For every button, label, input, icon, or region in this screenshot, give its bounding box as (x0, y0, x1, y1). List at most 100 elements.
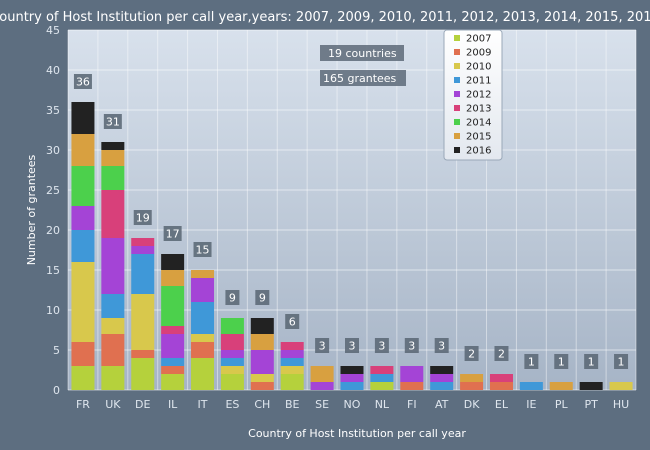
bar-segment-CH-2016 (250, 318, 274, 334)
svg-text:2011: 2011 (466, 76, 491, 87)
bar-segment-AT-2012 (430, 374, 454, 382)
bar-segment-IL-2016 (161, 254, 185, 270)
svg-text:2007: 2007 (466, 34, 491, 45)
bar-segment-HU-2010 (609, 382, 633, 390)
bar-segment-BE-2007 (280, 374, 304, 390)
bar-total-label-NO: 3 (345, 338, 359, 353)
svg-text:3: 3 (319, 340, 326, 353)
x-tick-label-NO: NO (344, 398, 361, 411)
bar-segment-IT-2012 (191, 278, 215, 302)
bar-segment-FR-2014 (71, 166, 95, 206)
x-tick-label-EL: EL (495, 398, 509, 411)
x-tick-label-CH: CH (254, 398, 270, 411)
bar-segment-UK-2013 (101, 190, 125, 238)
svg-text:2015: 2015 (466, 132, 491, 143)
bar-segment-CH-2012 (250, 350, 274, 374)
bar-segment-NL-2013 (370, 366, 394, 374)
x-tick-label-ES: ES (225, 398, 239, 411)
bar-segment-AT-2016 (430, 366, 454, 374)
bar-segment-FR-2007 (71, 366, 95, 390)
bar-segment-SE-2012 (310, 382, 334, 390)
bar-total-label-EL: 2 (494, 346, 509, 361)
svg-text:17: 17 (166, 228, 180, 241)
bar-segment-UK-2007 (101, 366, 125, 390)
bar-segment-IL-2009 (161, 366, 185, 374)
svg-text:1: 1 (618, 356, 625, 369)
bar-segment-DE-2013 (131, 238, 155, 246)
x-tick-label-UK: UK (105, 398, 121, 411)
bar-total-label-PL: 1 (554, 354, 569, 369)
bar-segment-CH-2009 (250, 382, 274, 390)
bar-segment-BE-2011 (280, 358, 304, 366)
bar-total-label-AT: 3 (434, 338, 449, 353)
bar-segment-NO-2011 (340, 382, 364, 390)
svg-text:2016: 2016 (466, 146, 491, 157)
svg-text:165 grantees: 165 grantees (323, 72, 397, 85)
x-tick-label-BE: BE (285, 398, 300, 411)
x-tick-label-PL: PL (555, 398, 569, 411)
svg-text:9: 9 (259, 292, 266, 305)
y-tick-label: 10 (46, 304, 60, 317)
bar-segment-FR-2011 (71, 230, 95, 262)
bar-total-label-SE: 3 (315, 338, 330, 353)
svg-text:3: 3 (378, 340, 385, 353)
y-axis-title: Number of grantees (25, 154, 38, 265)
bar-segment-NL-2007 (370, 382, 394, 390)
bar-total-label-BE: 6 (285, 314, 300, 329)
y-axis: 0 5 10 15 20 25 30 35 40 45 (46, 24, 60, 397)
bar-segment-UK-2011 (101, 294, 125, 318)
bar-total-label-IE: 1 (524, 354, 539, 369)
bar-total-label-DK: 2 (464, 346, 479, 361)
bar-total-label-CH: 9 (255, 290, 270, 305)
x-tick-label-IE: IE (526, 398, 536, 411)
bar-segment-FR-2009 (71, 342, 95, 366)
bar-segment-UK-2012 (101, 238, 125, 294)
bar-segment-ES-2014 (220, 318, 244, 334)
svg-text:1: 1 (558, 356, 565, 369)
svg-text:31: 31 (106, 116, 120, 129)
bar-segment-IE-2011 (519, 382, 543, 390)
bar-segment-ES-2010 (220, 366, 244, 374)
bar-segment-ES-2012 (220, 350, 244, 358)
y-tick-label: 20 (46, 224, 60, 237)
svg-text:2: 2 (468, 348, 475, 361)
svg-text:15: 15 (196, 244, 210, 257)
bar-segment-EL-2009 (489, 382, 513, 390)
svg-text:2012: 2012 (466, 90, 491, 101)
bar-segment-NL-2011 (370, 374, 394, 382)
bar-segment-FR-2015 (71, 134, 95, 166)
legend-item-2016: 2016 (454, 146, 491, 157)
bar-segment-EL-2013 (489, 374, 513, 382)
bar-segment-NO-2012 (340, 374, 364, 382)
x-tick-label-FR: FR (76, 398, 90, 411)
bar-segment-FI-2012 (400, 366, 424, 382)
x-tick-label-DK: DK (464, 398, 480, 411)
bar-segment-DK-2009 (460, 382, 484, 390)
bar-segment-PL-2015 (549, 382, 573, 390)
bar-segment-DE-2011 (131, 254, 155, 294)
legend-item-2012: 2012 (454, 90, 491, 101)
x-axis-title: Country of Host Institution per call yea… (248, 427, 466, 440)
legend-box (443, 29, 503, 161)
bar-segment-BE-2012 (280, 350, 304, 358)
bar-segment-ES-2011 (220, 358, 244, 366)
x-tick-label-PT: PT (584, 398, 598, 411)
bar-segment-IL-2012 (161, 334, 185, 358)
bar-segment-PT-2016 (579, 382, 603, 390)
x-tick-label-SE: SE (315, 398, 329, 411)
svg-text:19 countries: 19 countries (328, 47, 397, 60)
bar-segment-IT-2007 (191, 358, 215, 390)
y-tick-label: 15 (46, 264, 60, 277)
x-tick-label-FI: FI (407, 398, 417, 411)
bar-segment-DE-2009 (131, 350, 155, 358)
legend-item-2009: 2009 (454, 48, 491, 59)
x-tick-label-AT: AT (435, 398, 449, 411)
bar-segment-CH-2010 (250, 374, 274, 382)
bar-segment-BE-2013 (280, 342, 304, 350)
svg-text:19: 19 (136, 212, 150, 225)
bar-segment-IT-2011 (191, 302, 215, 334)
svg-text:3: 3 (438, 340, 445, 353)
legend-item-2013: 2013 (454, 104, 491, 115)
